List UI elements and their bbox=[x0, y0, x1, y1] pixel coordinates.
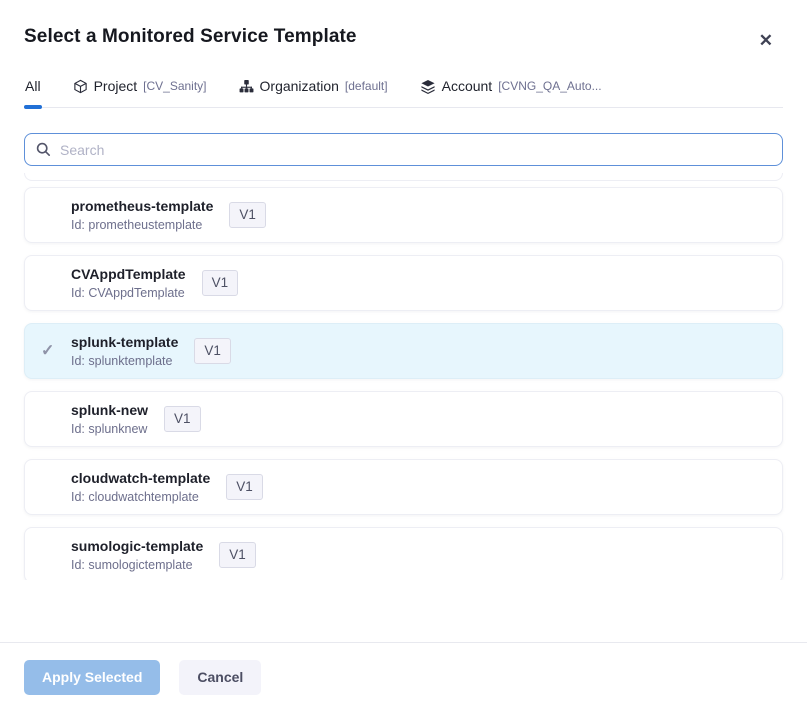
template-name: sumologic-template bbox=[71, 537, 204, 554]
template-id: Id: splunktemplate bbox=[71, 353, 173, 368]
template-id: Id: cloudwatchtemplate bbox=[71, 489, 199, 504]
search-input[interactable] bbox=[24, 133, 783, 166]
template-text: cloudwatch-template Id: cloudwatchtempla… bbox=[71, 470, 210, 505]
template-name: cloudwatch-template bbox=[71, 469, 211, 486]
tab-project-scope: [CV_Sanity] bbox=[143, 79, 207, 93]
checkmark-icon: ✓ bbox=[41, 342, 55, 360]
tab-account[interactable]: Account [CVNG_QA_Auto... bbox=[419, 72, 603, 107]
cube-icon bbox=[73, 79, 88, 94]
tab-all-label: All bbox=[25, 78, 41, 94]
version-badge: V1 bbox=[194, 337, 231, 365]
modal-footer: Apply Selected Cancel bbox=[0, 642, 807, 712]
page-title: Select a Monitored Service Template bbox=[24, 26, 357, 47]
template-list-item[interactable]: ✓ cloudwatch-template Id: cloudwatchtemp… bbox=[24, 459, 783, 515]
tab-account-label: Account bbox=[441, 78, 493, 94]
hierarchy-icon bbox=[239, 79, 254, 94]
template-list[interactable]: ✓ prometheus-template Id: prometheustemp… bbox=[0, 173, 807, 580]
modal-header: Select a Monitored Service Template ✕ bbox=[0, 0, 807, 51]
scrolled-row-edge bbox=[24, 173, 783, 181]
version-badge: V1 bbox=[219, 541, 256, 569]
template-list-item[interactable]: ✓ sumologic-template Id: sumologictempla… bbox=[24, 527, 783, 580]
template-name: splunk-new bbox=[71, 401, 149, 418]
apply-selected-button[interactable]: Apply Selected bbox=[24, 660, 161, 695]
close-icon[interactable]: ✕ bbox=[758, 31, 773, 50]
search-icon bbox=[35, 141, 52, 163]
template-list-item[interactable]: ✓ CVAppdTemplate Id: CVAppdTemplate V1 bbox=[24, 255, 783, 311]
template-text: sumologic-template Id: sumologictemplate bbox=[71, 538, 203, 573]
tab-project-label: Project bbox=[93, 78, 138, 94]
tab-all[interactable]: All bbox=[24, 72, 42, 109]
tab-account-scope: [CVNG_QA_Auto... bbox=[498, 79, 602, 93]
template-list-item[interactable]: ✓ splunk-new Id: splunknew V1 bbox=[24, 391, 783, 447]
template-id: Id: sumologictemplate bbox=[71, 557, 193, 572]
layers-icon bbox=[420, 79, 436, 94]
tab-organization[interactable]: Organization [default] bbox=[238, 72, 389, 107]
template-name: CVAppdTemplate bbox=[71, 265, 186, 282]
template-id: Id: splunknew bbox=[71, 421, 148, 436]
template-text: prometheus-template Id: prometheustempla… bbox=[71, 198, 213, 233]
version-badge: V1 bbox=[229, 201, 266, 229]
tab-organization-label: Organization bbox=[259, 78, 339, 94]
template-name: splunk-template bbox=[71, 333, 179, 350]
tab-organization-scope: [default] bbox=[344, 79, 388, 93]
tab-project[interactable]: Project [CV_Sanity] bbox=[72, 72, 208, 107]
search-bar bbox=[24, 133, 783, 166]
template-text: splunk-new Id: splunknew bbox=[71, 402, 148, 437]
cancel-button[interactable]: Cancel bbox=[179, 660, 262, 695]
template-name: prometheus-template bbox=[71, 197, 214, 214]
template-text: splunk-template Id: splunktemplate bbox=[71, 334, 178, 369]
template-text: CVAppdTemplate Id: CVAppdTemplate bbox=[71, 266, 186, 301]
version-badge: V1 bbox=[226, 473, 263, 501]
template-list-item[interactable]: ✓ splunk-template Id: splunktemplate V1 bbox=[24, 323, 783, 379]
template-list-item[interactable]: ✓ prometheus-template Id: prometheustemp… bbox=[24, 187, 783, 243]
scope-tabs: All Project [CV_Sanity] bbox=[24, 51, 783, 109]
version-badge: V1 bbox=[164, 405, 201, 433]
template-id: Id: prometheustemplate bbox=[71, 217, 203, 232]
version-badge: V1 bbox=[201, 269, 239, 297]
template-id: Id: CVAppdTemplate bbox=[71, 285, 185, 300]
